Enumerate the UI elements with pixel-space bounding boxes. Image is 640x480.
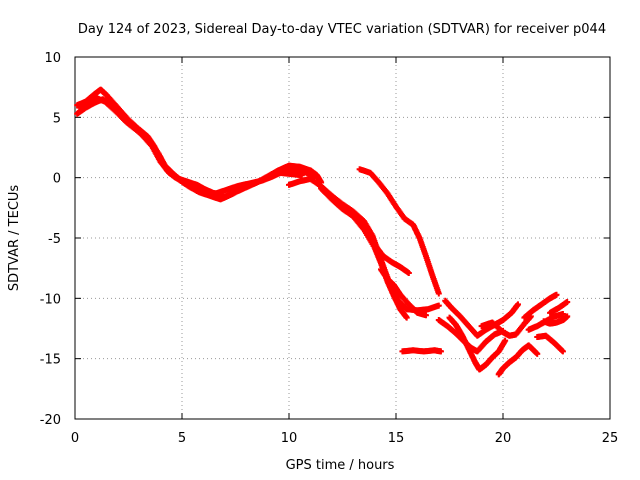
- data-point: [559, 348, 566, 355]
- data-point: [311, 173, 318, 180]
- data-point: [559, 311, 566, 318]
- axis-ticks: 0 5 10 15 20 25 -20 -15 -10 -5 0 5 10: [40, 51, 619, 446]
- data-series: [74, 86, 571, 378]
- x-tick-label: 10: [281, 431, 298, 446]
- grid-lines: [75, 57, 610, 419]
- data-point: [403, 314, 410, 321]
- y-tick-label: -15: [40, 353, 61, 368]
- data-point: [405, 269, 412, 276]
- data-point: [514, 301, 521, 308]
- x-axis-label: GPS time / hours: [286, 458, 395, 473]
- y-tick-label: -10: [40, 292, 61, 307]
- x-tick-label: 5: [178, 431, 186, 446]
- x-tick-label: 0: [71, 431, 79, 446]
- data-point: [435, 302, 442, 309]
- data-point: [553, 291, 560, 298]
- x-tick-label: 25: [602, 431, 619, 446]
- x-tick-label: 15: [388, 431, 405, 446]
- data-point: [502, 337, 509, 344]
- data-point: [298, 172, 305, 179]
- data-point: [437, 348, 444, 355]
- y-axis-label: SDTVAR / TECUs: [7, 185, 22, 292]
- data-point: [422, 312, 429, 319]
- y-tick-label: -20: [40, 413, 61, 428]
- y-tick-label: 0: [53, 172, 61, 187]
- chart-title: Day 124 of 2023, Sidereal Day-to-day VTE…: [78, 22, 606, 37]
- data-point: [564, 313, 571, 320]
- y-tick-label: 10: [44, 51, 61, 66]
- y-tick-label: 5: [53, 111, 61, 126]
- data-point: [564, 298, 571, 305]
- y-tick-label: -5: [48, 232, 61, 247]
- data-point: [534, 350, 541, 357]
- x-tick-label: 20: [495, 431, 512, 446]
- data-point: [435, 290, 442, 297]
